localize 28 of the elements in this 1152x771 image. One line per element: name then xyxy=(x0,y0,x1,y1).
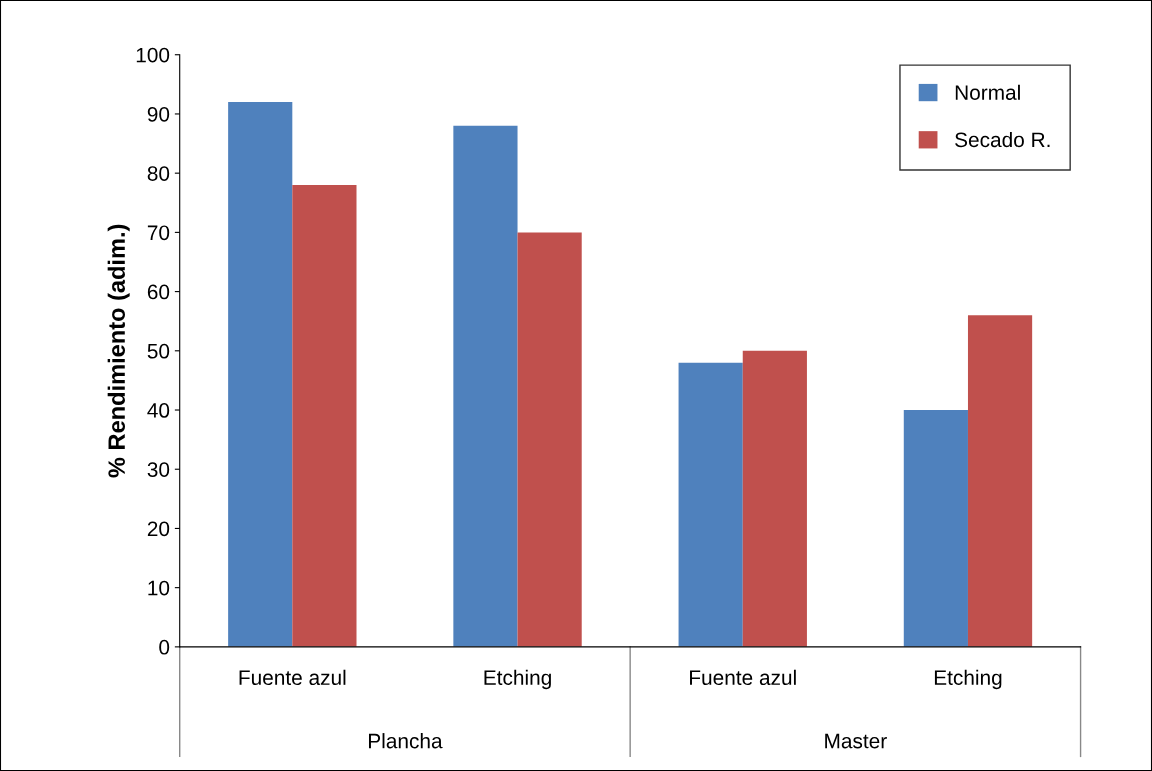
y-tick-label: 20 xyxy=(147,521,170,537)
y-tick-label: 70 xyxy=(147,225,170,241)
bar xyxy=(228,102,293,647)
bar xyxy=(292,185,357,647)
bar xyxy=(742,350,807,647)
bar xyxy=(517,232,582,647)
text: Plancha xyxy=(369,733,443,749)
x-tick-label: Fuente azul xyxy=(239,669,346,686)
y-tick-label: 60 xyxy=(147,284,170,300)
bar xyxy=(678,362,743,647)
legend-label: Secado R. xyxy=(955,131,1050,148)
x-tick-label: Fuente azul xyxy=(690,669,796,686)
legend-label: Normal xyxy=(955,84,1020,100)
y-tick-label: 0 xyxy=(159,639,170,655)
y-tick-label: 90 xyxy=(147,106,170,122)
y-tick-label: 40 xyxy=(147,403,170,418)
x-tick-label: Etching xyxy=(484,669,551,690)
y-tick-label: 10 xyxy=(148,580,170,596)
x-tick-label: Etching xyxy=(934,669,1002,690)
y-tick-label: 100 xyxy=(136,47,170,63)
y-tick-label: 50 xyxy=(147,343,170,359)
y-axis-title: % Rendimiento (adim.) xyxy=(107,224,130,478)
bar xyxy=(453,125,518,647)
y-tick-label: 80 xyxy=(147,166,170,181)
text: Master xyxy=(825,733,887,749)
y-tick-label: 30 xyxy=(147,462,170,477)
bar xyxy=(967,315,1033,647)
bar xyxy=(903,410,968,647)
